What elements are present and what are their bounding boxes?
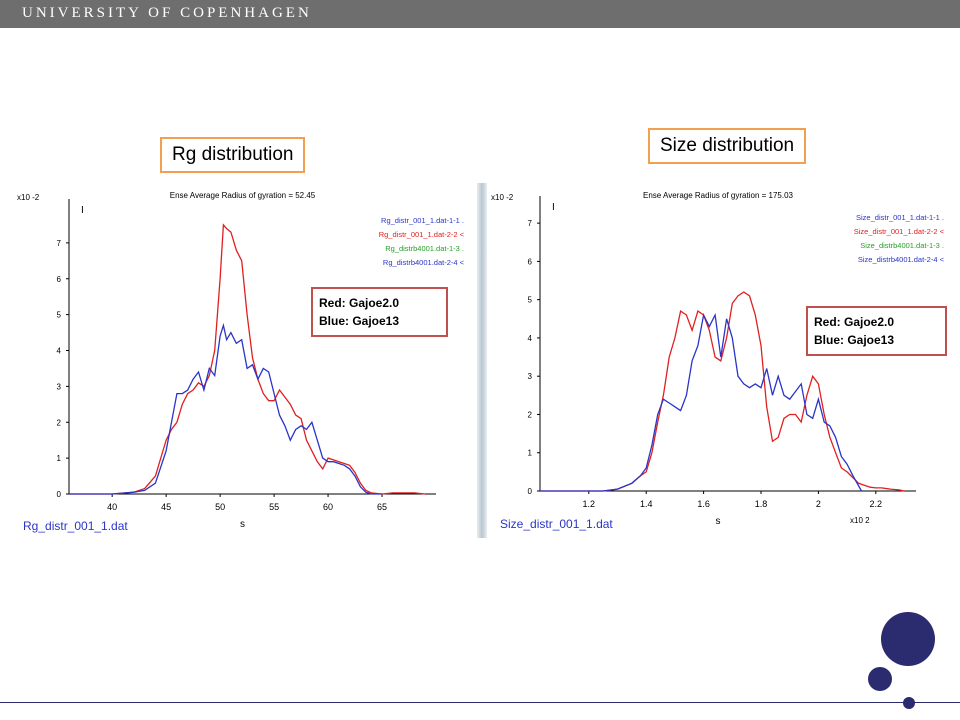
university-name: UNIVERSITY OF COPENHAGEN [22,5,312,21]
rg-x-axis-label: s [240,519,245,530]
university-header-bar: UNIVERSITY OF COPENHAGEN [0,0,960,28]
size-y-tick-label: 1 [528,449,533,458]
size-x-tick-label: 1.8 [755,499,768,509]
rg-color-annotation: Red: Gajoe2.0 Blue: Gajoe13 [311,287,448,337]
annotation-red-line: Red: Gajoe2.0 [814,315,895,329]
rg-distribution-title: Rg distribution [160,137,306,173]
size-legend-entry: Size_distr_001_1.dat-2-2 < [854,227,945,236]
footer-rule [0,702,960,703]
annotation-blue-line: Blue: Gajoe13 [319,314,400,328]
size-x-tick-label: 1.4 [640,499,653,509]
rg-y-tick-label: 4 [57,347,62,356]
size-y-tick-label: 3 [528,372,533,381]
size-y-tick-label: 2 [528,410,533,419]
size-chart-title: Ense Average Radius of gyration = 175.03 [643,191,794,200]
rg-chart-panel: 0 1 2 3 4 5 6 7 40 45 50 55 60 65 Ense Average Radius … [14,183,474,538]
rg-x-tick-label: 50 [215,502,225,512]
rg-y-multiplier: x10 -2 [17,193,40,202]
rg-y-tick-label: 5 [57,311,62,320]
rg-legend-entry: Rg_distr_001_1.dat-1-1 . [381,216,464,225]
size-distribution-title: Size distribution [648,128,807,164]
rg-x-tick-label: 60 [323,502,333,512]
panel-divider [477,183,487,538]
decorative-dot-small [903,697,915,709]
size-color-annotation: Red: Gajoe2.0 Blue: Gajoe13 [806,306,947,356]
size-distribution-chart: 0 1 2 3 4 5 6 7 1.2 1.4 1.6 1.8 2 2.2 Ense Average Rad… [491,191,945,527]
size-x-tick-label: 2.2 [870,499,883,509]
annotation-blue-line: Blue: Gajoe13 [814,333,895,347]
rg-file-label: Rg_distr_001_1.dat [23,519,128,533]
rg-series-line [69,322,382,495]
size-x-axis-label: s [716,516,721,527]
size-y-axis-label: I [552,202,555,213]
rg-y-tick-label: 2 [57,418,62,427]
size-x-tick-label: 1.2 [583,499,596,509]
university-seal-logo [881,612,935,666]
size-y-multiplier: x10 -2 [491,193,514,202]
size-y-tick-label: 5 [528,296,533,305]
size-file-label: Size_distr_001_1.dat [500,517,613,531]
rg-y-tick-label: 1 [57,454,62,463]
size-legend-entry: Size_distr_001_1.dat-1-1 . [856,213,944,222]
size-y-tick-label: 7 [528,219,533,228]
rg-y-tick-label: 0 [57,490,62,499]
rg-x-tick-label: 65 [377,502,387,512]
size-x-tick-label: 1.6 [697,499,710,509]
size-legend-entry: Size_distrb4001.dat-2-4 < [858,255,945,264]
rg-y-tick-label: 7 [57,239,62,248]
rg-series-line [69,223,426,495]
annotation-red-line: Red: Gajoe2.0 [319,296,400,310]
size-y-tick-label: 4 [528,334,533,343]
rg-x-tick-label: 55 [269,502,279,512]
rg-y-axis-label: I [81,205,84,216]
rg-y-tick-label: 6 [57,275,62,284]
rg-chart-title: Ense Average Radius of gyration = 52.45 [170,191,316,200]
rg-legend-entry: Rg_distrb4001.dat-2-4 < [383,258,465,267]
rg-legend-entry: Rg_distr_001_1.dat-2-2 < [379,230,465,239]
rg-x-tick-label: 40 [107,502,117,512]
rg-y-tick-label: 3 [57,382,62,391]
rg-x-tick-label: 45 [161,502,171,512]
size-x-multiplier: x10 2 [850,516,870,525]
size-y-tick-label: 6 [528,257,533,266]
decorative-dot-large [868,667,892,691]
size-series-line [540,312,863,492]
size-series-line [540,291,905,492]
size-legend-entry: Size_distrb4001.dat-1-3 . [860,241,944,250]
rg-legend-entry: Rg_distrb4001.dat-1-3 . [385,244,464,253]
size-x-tick-label: 2 [816,499,821,509]
size-chart-panel: 0 1 2 3 4 5 6 7 1.2 1.4 1.6 1.8 2 2.2 Ense Average Rad… [488,183,948,538]
size-y-tick-label: 0 [528,487,533,496]
